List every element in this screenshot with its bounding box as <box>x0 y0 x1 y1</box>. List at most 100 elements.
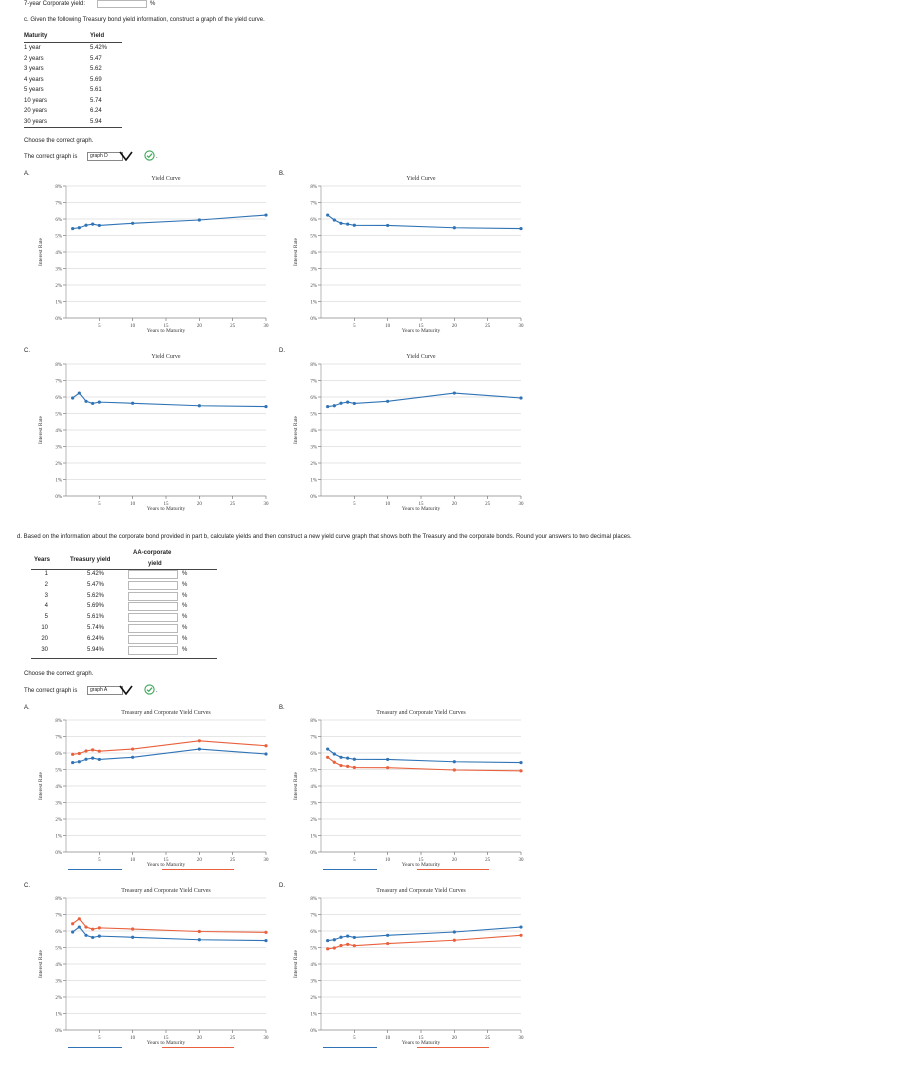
corporate-data-point <box>339 943 343 948</box>
y-tick-label: 8% <box>55 897 62 902</box>
corporate-yield-input[interactable] <box>128 580 178 590</box>
corporate-yield-input[interactable] <box>97 0 147 8</box>
chart-title: Yield Curve <box>406 176 435 182</box>
x-tick-label: 30 <box>519 502 525 507</box>
treasury-yield-cell: 5.42% <box>87 571 105 577</box>
aa-corporate-yield-header: yield <box>148 561 162 567</box>
treasury-series-line <box>327 214 522 230</box>
x-tick-label: 5 <box>353 1036 356 1041</box>
y-tick-label: 6% <box>55 930 62 935</box>
corporate-yield-input[interactable] <box>128 602 178 612</box>
treasury-data-point <box>77 391 81 395</box>
treasury-data-point <box>346 756 350 760</box>
x-tick-label: 15 <box>419 858 425 863</box>
chevron-down-icon[interactable] <box>119 685 133 695</box>
option-label-c-a: A. <box>24 171 30 177</box>
yield-curve-chart-c-b: 0% 1% 2% 3% 4% 5% 6% 7% 8% 5 10 15 20 25 30 Yield Curve… <box>293 176 524 334</box>
treasury-data-point <box>339 935 343 939</box>
x-tick-label: 15 <box>164 324 170 329</box>
treasury-data-point <box>84 933 88 937</box>
y-tick-label: 1% <box>310 834 317 839</box>
corporate-data-point <box>332 946 336 950</box>
years-cell: 4 <box>44 603 48 610</box>
option-label-d-a: A. <box>24 705 30 711</box>
treasury-series-line <box>72 926 267 942</box>
y-tick-label: 8% <box>310 363 317 368</box>
corporate-yield-input[interactable] <box>128 645 178 655</box>
y-tick-label: 2% <box>310 996 317 1001</box>
part-d-choose-text: Choose the correct graph. <box>24 671 94 677</box>
corporate-data-point <box>326 947 330 951</box>
corporate-data-point <box>452 768 456 772</box>
x-axis-label: Years to Maturity <box>402 506 441 512</box>
y-tick-label: 0% <box>55 851 62 856</box>
treasury-data-point <box>326 404 330 409</box>
y-tick-label: 4% <box>55 429 62 434</box>
treasury-data-point <box>326 213 330 217</box>
y-tick-label: 3% <box>310 267 317 272</box>
treasury-data-point <box>264 938 268 943</box>
part-c-answer-label: The correct graph is <box>24 154 78 160</box>
treasury-data-point <box>386 399 390 403</box>
y-tick-label: 7% <box>310 913 317 918</box>
treasury-data-point <box>339 401 343 405</box>
maturity-cell: 20 years <box>24 108 48 114</box>
treasury-data-point <box>97 934 101 938</box>
treasury-data-point <box>264 213 268 217</box>
corporate-yield-input[interactable] <box>128 591 178 601</box>
y-tick-label: 0% <box>55 1029 62 1034</box>
y-tick-label: 3% <box>310 979 317 984</box>
yield-cell: 6.24 <box>90 108 102 114</box>
corporate-yield-input[interactable] <box>128 613 178 623</box>
y-tick-label: 2% <box>310 462 317 467</box>
corporate-yield-input[interactable] <box>128 634 178 644</box>
y-tick-label: 3% <box>310 445 317 450</box>
treasury-data-point <box>352 223 356 227</box>
y-tick-label: 4% <box>55 785 62 790</box>
percent-unit: % <box>182 581 188 588</box>
x-tick-label: 5 <box>98 502 101 507</box>
y-tick-label: 4% <box>310 251 317 256</box>
maturity-cell: 30 years <box>24 118 48 125</box>
y-tick-label: 5% <box>55 946 62 951</box>
y-tick-label: 8% <box>55 719 62 724</box>
table-header-rule <box>24 42 122 43</box>
treasury-data-point <box>352 401 356 406</box>
treasury-data-point <box>386 223 390 228</box>
years-cell: 5 <box>44 614 48 621</box>
x-tick-label: 15 <box>419 502 425 507</box>
treasury-data-point <box>264 404 268 409</box>
y-tick-label: 0% <box>310 495 317 500</box>
treasury-data-point <box>131 401 135 405</box>
chevron-down-icon[interactable] <box>119 151 133 161</box>
chart-title: Treasury and Corporate Yield Curves <box>376 888 466 894</box>
corporate-data-point <box>71 922 75 926</box>
corporate-yield-input[interactable] <box>128 570 178 579</box>
treasury-data-point <box>332 752 336 756</box>
corporate-yield-input[interactable] <box>128 624 178 633</box>
part-c-graph-select[interactable]: graph D <box>87 152 123 161</box>
treasury-data-point <box>91 222 95 226</box>
percent-unit: % <box>182 571 188 577</box>
yield-curve-chart-c-d: 0% 1% 2% 3% 4% 5% 6% 7% 8% 5 10 15 20 25 30 Yield Curve… <box>293 354 525 512</box>
x-tick-label: 25 <box>230 1036 236 1041</box>
x-tick-label: 15 <box>164 858 170 863</box>
yield-cell: 5.69 <box>90 76 102 83</box>
treasury-data-point <box>519 760 523 765</box>
x-tick-label: 15 <box>419 324 425 329</box>
x-tick-label: 20 <box>197 1036 203 1041</box>
treasury-series-line <box>327 392 522 408</box>
y-tick-label: 4% <box>55 251 62 256</box>
table-bottom-rule <box>24 127 122 128</box>
y-tick-label: 4% <box>310 963 317 968</box>
y-tick-label: 5% <box>310 768 317 773</box>
treasury-data-point <box>91 935 95 940</box>
part-d-graph-select[interactable]: graph A <box>87 686 123 695</box>
x-tick-label: 20 <box>452 1036 458 1041</box>
corporate-data-point <box>197 929 201 934</box>
treasury-yield-header: Treasury yield <box>70 557 111 563</box>
y-tick-label: 6% <box>55 218 62 223</box>
x-tick-label: 10 <box>130 324 136 329</box>
percent-unit: % <box>182 614 188 621</box>
corporate-data-point <box>339 763 343 768</box>
